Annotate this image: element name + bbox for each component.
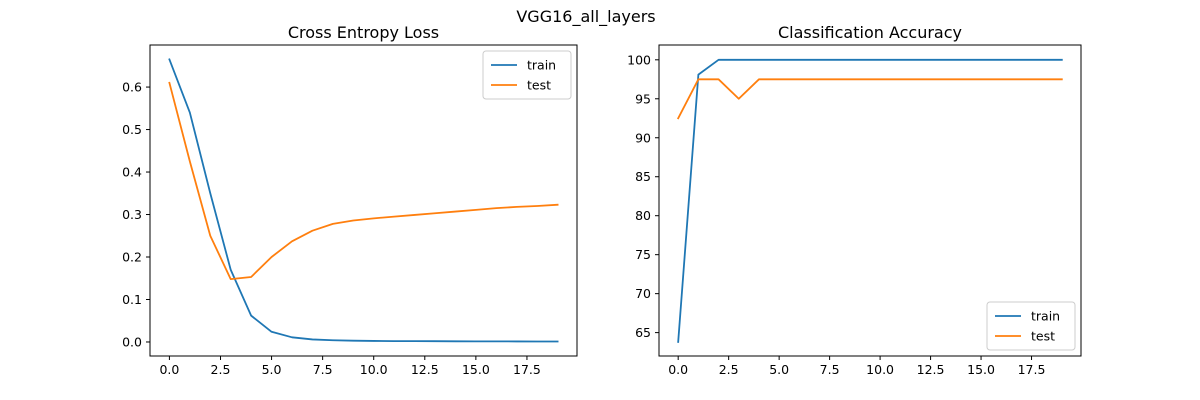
legend-label-train: train (1031, 309, 1060, 324)
y-tick-label: 80 (635, 208, 651, 223)
x-tick-label: 10.0 (360, 362, 388, 377)
series-line-test (168, 81, 559, 281)
y-tick-label: 90 (635, 130, 651, 145)
legend: train test (986, 301, 1076, 351)
chart-title: Classification Accuracy (778, 23, 962, 42)
y-tick-label: 0.4 (122, 165, 142, 180)
x-tick-label: 2.5 (211, 362, 231, 377)
x-tick-label: 0.0 (668, 362, 688, 377)
y-tick-label: 0.0 (122, 334, 142, 349)
y-tick-label: 0.3 (122, 207, 142, 222)
series-line-train (677, 58, 1063, 343)
loss-chart: Cross Entropy Loss 0.0 2.5 5.0 7.5 10.0 12.5 15… (122, 23, 578, 377)
y-tick-label: 0.6 (122, 80, 142, 95)
y-tick-label: 85 (635, 169, 651, 184)
accuracy-chart: Classification Accuracy 0.0 2.5 5.0 7.5 10.0 1… (627, 23, 1082, 377)
x-tick-label: 15.0 (967, 362, 995, 377)
legend-label-test: test (1031, 329, 1055, 344)
y-tick-label: 95 (635, 91, 651, 106)
y-tick-label: 65 (635, 325, 651, 340)
y-tick-label: 75 (635, 247, 651, 262)
x-tick-label: 5.0 (769, 362, 789, 377)
legend-label-test: test (527, 78, 551, 93)
x-tick-label: 17.5 (513, 362, 541, 377)
x-tick-label: 12.5 (411, 362, 439, 377)
axes-frame (149, 44, 578, 357)
legend-box (986, 301, 1076, 351)
x-tick-label: 10.0 (866, 362, 894, 377)
y-tick-label: 0.5 (122, 122, 142, 137)
legend-label-train: train (527, 58, 556, 73)
x-tick-label: 2.5 (719, 362, 739, 377)
y-tick-label: 100 (627, 52, 651, 67)
x-tick-label: 0.0 (159, 362, 179, 377)
chart-title: Cross Entropy Loss (288, 23, 439, 42)
x-tick-label: 17.5 (1018, 362, 1046, 377)
x-tick-label: 7.5 (313, 362, 333, 377)
y-tick-label: 0.2 (122, 250, 142, 265)
x-tick-label: 5.0 (262, 362, 282, 377)
x-tick-label: 7.5 (820, 362, 840, 377)
figure-suptitle: VGG16_all_layers (516, 7, 655, 27)
series-line-test (676, 78, 1063, 120)
legend: train test (482, 50, 572, 100)
y-tick-label: 0.1 (122, 292, 142, 307)
axes-frame (658, 44, 1082, 357)
series-line-train (168, 58, 559, 343)
x-tick-label: 12.5 (917, 362, 945, 377)
legend-box (482, 50, 572, 100)
y-tick-label: 70 (635, 286, 651, 301)
x-tick-label: 15.0 (462, 362, 490, 377)
